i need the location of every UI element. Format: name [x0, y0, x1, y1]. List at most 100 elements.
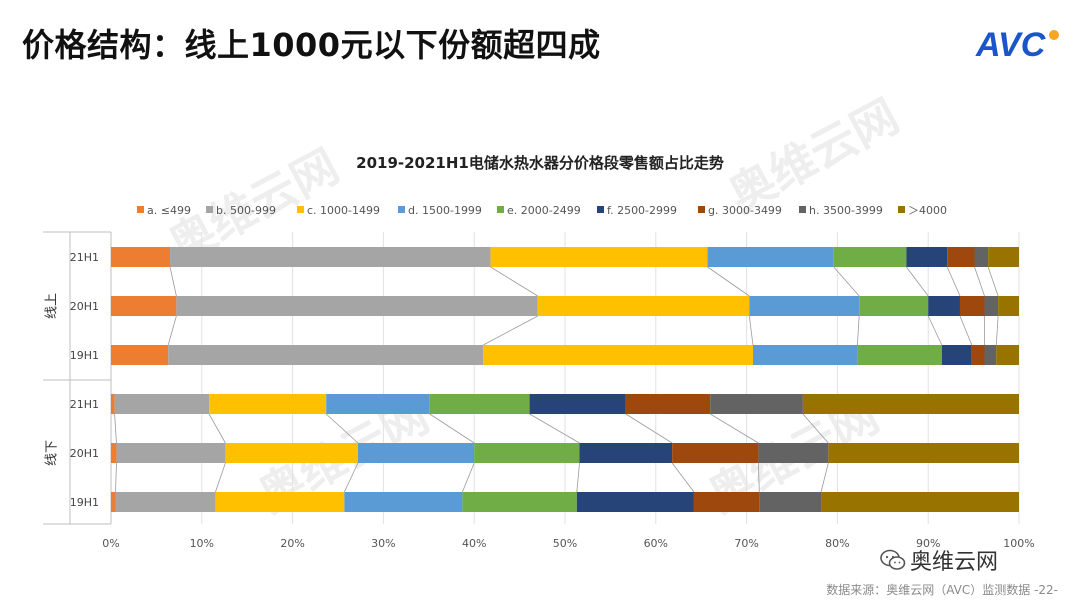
legend-label: e. 2000-2499 [507, 204, 581, 217]
bar-segment [859, 296, 929, 316]
series-connector [343, 462, 359, 493]
bar-segment [928, 296, 960, 316]
series-connector [671, 462, 695, 493]
bar-segment [998, 296, 1019, 316]
legend-label: d. 1500-1999 [408, 204, 482, 217]
series-connector [490, 266, 538, 297]
group-label: 线上 [45, 293, 60, 319]
bar-segment [707, 247, 834, 267]
series-connector [483, 315, 538, 346]
legend-swatch [898, 206, 905, 213]
series-connector [215, 462, 226, 493]
bar-segment [225, 443, 358, 463]
bar-segment [429, 394, 530, 414]
wechat-mark: 奥维云网 [880, 544, 998, 576]
category-label: 20H1 [70, 447, 99, 460]
legend-swatch [206, 206, 213, 213]
bar-segment [111, 443, 117, 463]
x-tick-label: 10% [190, 537, 214, 550]
bar-segment [984, 345, 997, 365]
series-connector [833, 266, 860, 297]
page-title: 价格结构：线上1000元以下份额超四成 [22, 26, 601, 64]
series-connector [820, 462, 829, 493]
category-label: 21H1 [70, 398, 99, 411]
bar-segment [111, 345, 169, 365]
bar-segment [672, 443, 759, 463]
legend-label: g. 3000-3499 [708, 204, 782, 217]
legend-swatch [597, 206, 604, 213]
x-tick-label: 0% [102, 537, 119, 550]
bar-segment [984, 296, 999, 316]
bar-segment [490, 247, 708, 267]
legend-label: h. 3500-3999 [809, 204, 883, 217]
series-connector [987, 266, 999, 297]
bar-segment [906, 247, 948, 267]
series-connector [946, 266, 961, 297]
series-connector [995, 315, 999, 346]
series-connector [208, 413, 226, 444]
bar-segment [111, 247, 171, 267]
series-connector [710, 413, 759, 444]
legend-swatch [799, 206, 806, 213]
series-connector [576, 462, 580, 493]
series-connector [625, 413, 673, 444]
avc-logo: AVC [975, 26, 1059, 64]
bar-segment [114, 394, 210, 414]
logo-text: AVC [975, 26, 1046, 64]
bar-segment [357, 443, 475, 463]
bar-segment [111, 394, 115, 414]
legend-label: c. 1000-1499 [307, 204, 380, 217]
bar-segment [833, 247, 907, 267]
bar-segment [474, 443, 580, 463]
bar-segment [529, 394, 626, 414]
x-tick-label: 70% [734, 537, 758, 550]
legend-swatch [497, 206, 504, 213]
bar-segment [857, 345, 942, 365]
bar-segment [759, 492, 822, 512]
series-connector [758, 462, 760, 493]
group-label: 线下 [45, 440, 60, 466]
bar-segment [579, 443, 673, 463]
logo-dot [1049, 30, 1059, 40]
chart-title: 2019-2021H1电储水热水器分价格段零售额占比走势 [356, 154, 724, 172]
series-connector [167, 315, 177, 346]
bar-segment [326, 394, 430, 414]
bar-segment [802, 394, 1019, 414]
bar-segment [752, 345, 858, 365]
category-label: 20H1 [70, 300, 99, 313]
bar-segment [576, 492, 694, 512]
series-connector [429, 413, 475, 444]
bar-segment [988, 247, 1019, 267]
bar-segment [115, 492, 216, 512]
bar-segment [758, 443, 829, 463]
legend-swatch [297, 206, 304, 213]
bar-segment [947, 247, 975, 267]
legend-label: f. 2500-2999 [607, 204, 677, 217]
series-connector [802, 413, 829, 444]
series-connector [462, 462, 475, 493]
bar-segment [828, 443, 1019, 463]
x-tick-label: 40% [462, 537, 486, 550]
series-connector [169, 266, 177, 297]
x-tick-label: 50% [553, 537, 577, 550]
x-tick-label: 20% [280, 537, 304, 550]
bar-segment [749, 296, 860, 316]
series-connector [974, 266, 985, 297]
bar-segment [941, 345, 972, 365]
series-connector [529, 413, 580, 444]
legend-swatch [698, 206, 705, 213]
bar-segment [209, 394, 327, 414]
category-label: 19H1 [70, 349, 99, 362]
legend-label: ＞4000 [908, 204, 947, 217]
bar-segment [693, 492, 760, 512]
bar-segment [215, 492, 345, 512]
bar-segment [111, 492, 116, 512]
bar-segment [483, 345, 753, 365]
bar-segment [625, 394, 711, 414]
legend-label: a. ≤499 [147, 204, 191, 217]
category-label: 21H1 [70, 251, 99, 264]
legend-label: b. 500-999 [216, 204, 276, 217]
bar-segment [710, 394, 803, 414]
bar-segment [111, 296, 177, 316]
